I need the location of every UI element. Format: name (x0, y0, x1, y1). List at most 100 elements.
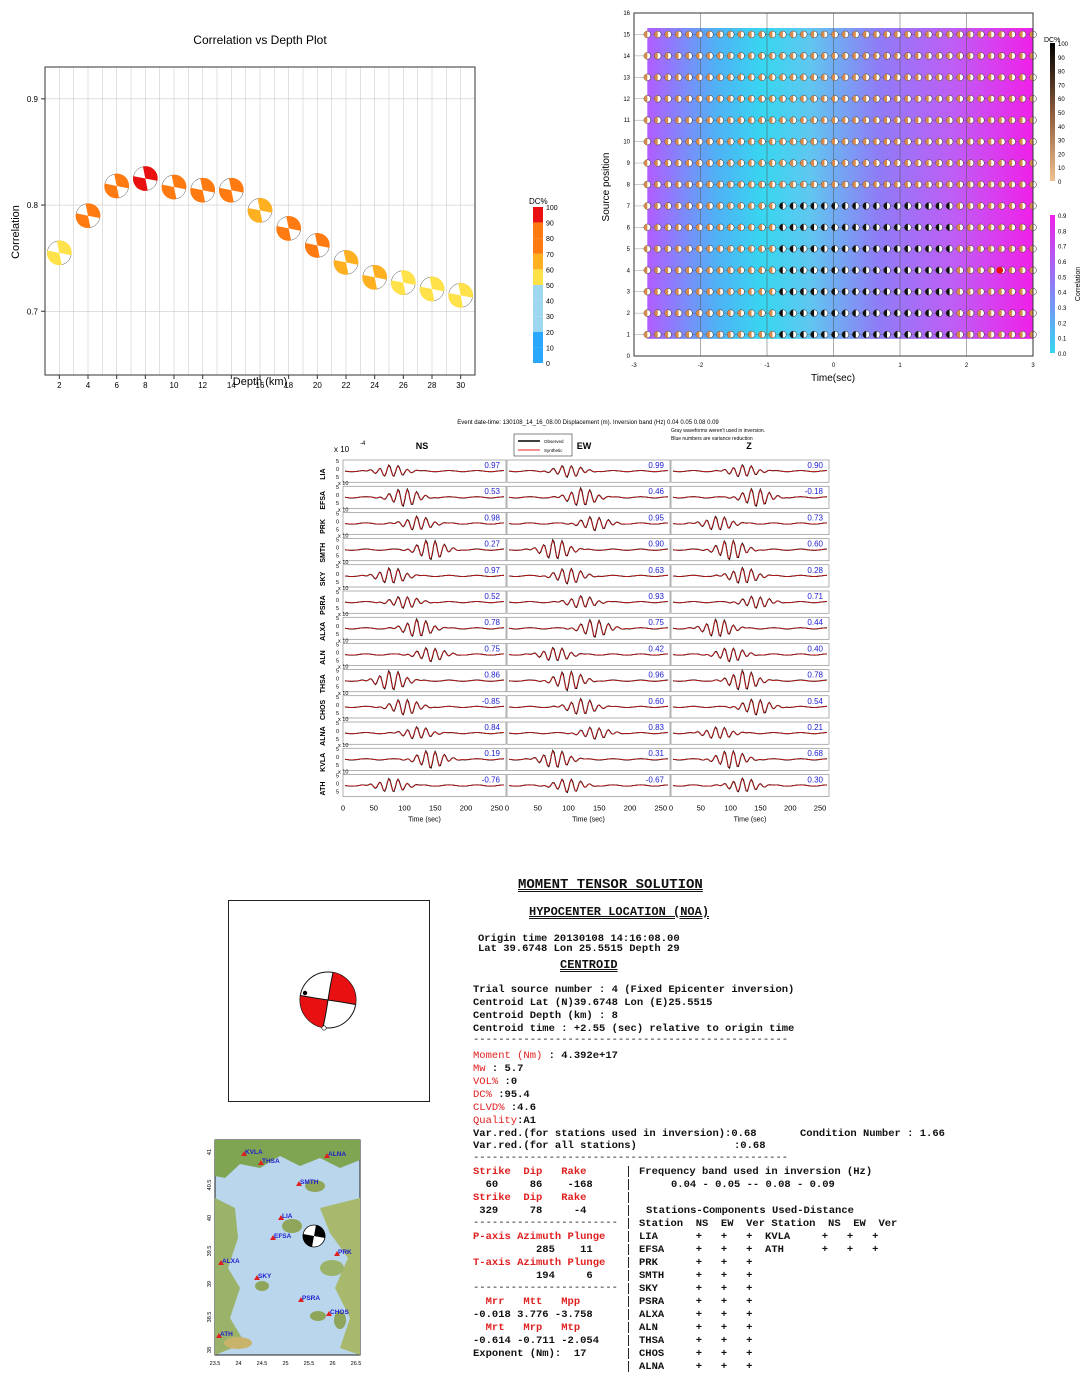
waveform-panel (342, 616, 507, 640)
grid-mechanism-fill (925, 138, 929, 146)
variance-reduction-label: 0.90 (807, 461, 823, 470)
waveform-panel (506, 774, 671, 797)
grid-mechanism-fill (956, 73, 961, 81)
grid-mechanism-fill (789, 31, 794, 38)
grid-mechanism-fill (675, 331, 679, 338)
grid-mechanism-fill (862, 138, 867, 146)
stations-header: Station NS EW Ver Station NS EW Ver (639, 1218, 898, 1230)
colorbar-tick-label: 0.0 (1058, 352, 1067, 358)
grid-mechanism-fill (685, 159, 689, 167)
grid-mechanism-fill (810, 245, 815, 253)
colorbar-tick-label: 60 (1058, 97, 1065, 103)
grid-mechanism-fill (862, 95, 867, 103)
grid-mechanism-fill (727, 245, 731, 253)
station-label: KVLA (320, 753, 327, 772)
grid-mechanism-fill (904, 138, 908, 146)
grid-mechanism-fill (914, 309, 919, 317)
colorbar-segment (533, 285, 543, 301)
grid-mechanism-fill (873, 245, 877, 253)
grid-mechanism-fill (675, 288, 679, 296)
grid-mechanism-fill (696, 138, 700, 146)
grid-mechanism-fill (800, 52, 804, 60)
grid-mechanism-fill (716, 52, 721, 60)
y-tick-label: 5 (627, 247, 631, 253)
variance-reduction-label: 0.97 (484, 461, 500, 470)
y-tick-label: 5 (336, 632, 339, 638)
grid-mechanism-fill (998, 95, 1002, 103)
y-tick-label: 5 (336, 590, 339, 596)
grid-mechanism-fill (727, 202, 731, 210)
y-tick-label: 12 (623, 97, 630, 103)
grid-mechanism-fill (862, 52, 867, 60)
colorbar-tick-label: 80 (546, 236, 554, 243)
grid-mechanism-fill (914, 31, 919, 38)
grid-mechanism-fill (873, 202, 877, 210)
grid-mechanism-fill (977, 223, 981, 231)
grid-mechanism-fill (768, 52, 773, 60)
grid-mechanism-fill (967, 159, 971, 167)
grid-mechanism-fill (664, 31, 669, 38)
waveform-panel (506, 669, 671, 693)
grid-mechanism-fill (1029, 223, 1033, 231)
divider: ----------------------------------------… (473, 1152, 789, 1164)
grid-mechanism-fill (862, 116, 867, 124)
lat-tick-label: 38.5 (207, 1312, 213, 1323)
variance-reduction-label: 0.28 (807, 566, 823, 575)
waveform-note-gray: Gray waveforms weren't used in inversion… (671, 428, 765, 434)
grid-mechanism-fill (810, 31, 815, 38)
mw-value: : 5.7 (491, 1063, 524, 1075)
synthetic-waveform (344, 516, 504, 530)
grid-mechanism-fill (737, 31, 742, 38)
grid-mechanism-fill (862, 223, 867, 231)
grid-mechanism-fill (779, 31, 783, 38)
station-marker (298, 1297, 304, 1302)
grid-mechanism-fill (841, 245, 846, 253)
station-marker (254, 1275, 260, 1280)
grid-mechanism-fill (675, 73, 679, 81)
waveform-panel (670, 564, 830, 588)
grid-mechanism-fill (841, 73, 846, 81)
y-tick-label: 5 (336, 711, 339, 717)
grid-mechanism-fill (894, 159, 898, 167)
grid-mechanism-fill (914, 245, 919, 253)
colorbar-tick-label: 0.5 (1058, 275, 1067, 281)
y-tick-label: 5 (336, 773, 339, 779)
synthetic-waveform (508, 778, 668, 792)
grid-mechanism-fill (987, 138, 992, 146)
grid-mechanism-fill (987, 202, 992, 210)
colorbar-segment (533, 269, 543, 285)
grid-mechanism-fill (987, 52, 992, 60)
station-marker (324, 1153, 330, 1158)
grid-mechanism-fill (748, 288, 752, 296)
grid-mechanism-fill (664, 223, 669, 231)
grid-mechanism-fill (967, 181, 971, 188)
colorbar-tick-label: 30 (1058, 139, 1065, 145)
row-scale-label: x 10 (338, 665, 348, 671)
x-tick-label: 8 (143, 381, 148, 390)
grid-mechanism-fill (967, 116, 971, 124)
y-tick-label: 5 (336, 721, 339, 727)
grid-mechanism-fill (987, 223, 992, 231)
grid-mechanism-fill (883, 331, 888, 338)
grid-mechanism-fill (675, 95, 679, 103)
grid-mechanism-fill (1008, 245, 1013, 253)
stations-title: Stations-Components Used-Distance (646, 1205, 854, 1217)
map-land (215, 1140, 360, 1355)
y-tick-label: 5 (336, 763, 339, 769)
grid-mechanism-fill (696, 288, 700, 296)
grid-mechanism-fill (664, 245, 669, 253)
waveform-panel (670, 747, 830, 771)
grid-mechanism-fill (654, 223, 658, 231)
grid-mechanism-fill (664, 52, 669, 60)
grid-mechanism-fill (925, 266, 929, 274)
map-station-label: LIA (282, 1213, 293, 1220)
grid-mechanism-fill (810, 223, 815, 231)
grid-mechanism-fill (852, 202, 856, 210)
grid-mechanism-fill (800, 266, 804, 274)
row-scale-label: x 10 (338, 560, 348, 566)
station-label: THSA (320, 674, 327, 693)
column-separator (628, 1348, 629, 1359)
grid-mechanism-fill (1008, 73, 1013, 81)
synthetic-waveform (672, 596, 827, 608)
grid-mechanism-fill (935, 245, 940, 253)
